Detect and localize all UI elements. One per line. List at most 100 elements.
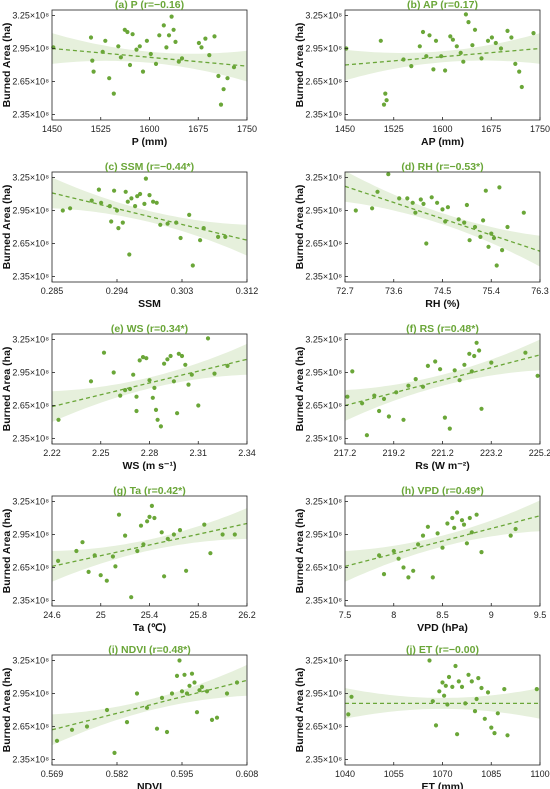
data-point xyxy=(445,205,450,210)
x-axis-label: Rs (W m⁻²) xyxy=(415,460,470,472)
data-point xyxy=(418,197,423,202)
data-point xyxy=(184,691,190,696)
data-point xyxy=(165,357,170,362)
data-point xyxy=(442,415,447,420)
plot-frame xyxy=(51,333,248,445)
data-point xyxy=(401,565,406,570)
data-point xyxy=(111,370,116,375)
panel-title: (e) WS (r=0.34*) xyxy=(111,323,188,335)
x-tick-label: 0.582 xyxy=(106,769,129,779)
data-point xyxy=(90,58,95,63)
data-point xyxy=(461,59,466,64)
data-point xyxy=(116,226,121,231)
x-tick-label: 1100 xyxy=(530,769,549,779)
x-tick-label: 76.3 xyxy=(531,286,549,296)
x-axis-label: VPD (hPa) xyxy=(417,622,468,634)
data-point xyxy=(159,530,164,535)
data-point xyxy=(517,69,522,74)
data-point xyxy=(523,350,528,355)
data-point xyxy=(456,217,461,222)
data-point xyxy=(194,710,200,715)
x-tick-label: 221.2 xyxy=(431,448,454,458)
x-tick-label: 0.303 xyxy=(171,286,194,296)
panel-title: (d) RH (r=−0.53*) xyxy=(401,161,483,173)
data-point xyxy=(448,34,453,39)
y-tick-label: 3.25×10⁸ xyxy=(305,656,342,666)
data-point xyxy=(134,408,139,414)
data-point xyxy=(198,238,203,243)
x-tick-label: 2.31 xyxy=(189,448,207,458)
data-point xyxy=(445,521,450,526)
data-point xyxy=(152,385,157,390)
y-tick-label: 2.35×10⁸ xyxy=(305,596,342,606)
chart-panel-j: 1040 1055 1070 1085 1100 2.35×10⁸ 2.65×10⁸ 2.95… xyxy=(294,644,550,789)
y-tick-label: 2.95×10⁸ xyxy=(12,206,49,216)
data-point xyxy=(150,395,155,400)
trend-line xyxy=(345,354,540,407)
data-point xyxy=(143,176,148,181)
data-point xyxy=(140,355,146,360)
data-point xyxy=(182,672,187,677)
data-point xyxy=(189,671,195,676)
data-point xyxy=(486,244,491,249)
data-point xyxy=(140,69,146,74)
data-point xyxy=(360,401,365,406)
y-axis-label: Burned Area (ha) xyxy=(294,23,306,108)
data-point xyxy=(99,200,104,205)
data-point xyxy=(231,65,237,70)
y-tick-label: 3.25×10⁸ xyxy=(305,11,342,21)
x-tick-label: 9.5 xyxy=(534,610,547,620)
y-axis-label: Burned Area (ha) xyxy=(294,509,306,594)
data-point xyxy=(425,524,430,529)
data-point xyxy=(92,553,97,558)
data-point xyxy=(113,564,118,569)
data-point xyxy=(107,204,112,209)
data-point xyxy=(479,685,484,691)
data-point xyxy=(495,711,500,716)
data-point xyxy=(86,569,91,575)
data-point xyxy=(534,687,539,692)
x-tick-label: 1675 xyxy=(481,124,501,134)
data-point xyxy=(433,723,439,728)
data-point xyxy=(216,234,221,239)
confidence-band xyxy=(52,33,247,82)
x-tick-label: 2.25 xyxy=(92,448,110,458)
data-point xyxy=(454,44,459,49)
data-point xyxy=(189,372,194,377)
data-point xyxy=(446,674,452,680)
data-point xyxy=(131,372,136,377)
y-tick-label: 2.35×10⁸ xyxy=(12,434,49,444)
data-point xyxy=(440,545,445,550)
data-point xyxy=(154,200,159,205)
trend-line xyxy=(345,47,540,66)
trend-line xyxy=(52,358,247,408)
trend-line xyxy=(52,47,247,67)
data-point xyxy=(112,188,117,193)
x-axis-label: Ta (℃) xyxy=(133,622,166,634)
data-point xyxy=(427,33,432,38)
data-point xyxy=(187,212,192,217)
data-point xyxy=(443,68,448,73)
y-tick-label: 2.65×10⁸ xyxy=(12,77,49,87)
y-tick-label: 2.35×10⁸ xyxy=(305,434,342,444)
data-point xyxy=(462,362,467,367)
data-point xyxy=(174,673,180,679)
x-tick-label: 26.2 xyxy=(238,610,256,620)
y-axis-label: Burned Area (ha) xyxy=(1,185,13,270)
y-tick-label: 2.35×10⁸ xyxy=(12,596,49,606)
data-point xyxy=(482,716,487,721)
data-point xyxy=(450,515,455,521)
y-axis-label: Burned Area (ha) xyxy=(294,185,306,270)
data-point xyxy=(134,394,139,399)
chart-panel-a: 1450 1525 1600 1675 1750 2.35×10⁸ 2.65×10⁸ 2.95… xyxy=(1,0,257,148)
data-point xyxy=(435,200,440,205)
data-point xyxy=(500,248,505,253)
data-point xyxy=(474,340,479,345)
data-point xyxy=(349,694,354,699)
data-point xyxy=(377,408,382,414)
x-tick-label: 8 xyxy=(391,610,396,620)
y-tick-label: 2.65×10⁸ xyxy=(305,401,342,411)
data-point xyxy=(127,62,133,68)
chart-panel-f: 217.2 219.2 221.2 223.2 225.2 2.35×10⁸ 2.65×10… xyxy=(294,323,550,472)
x-tick-label: 0.312 xyxy=(236,286,259,296)
